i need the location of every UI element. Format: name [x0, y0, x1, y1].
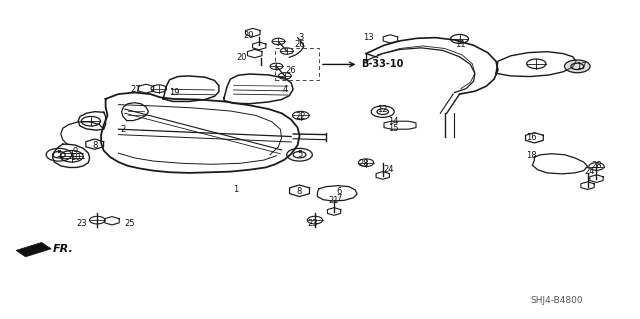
- Text: 3: 3: [298, 33, 303, 42]
- Text: 27: 27: [131, 85, 141, 94]
- Text: 14: 14: [388, 117, 399, 126]
- Text: 7: 7: [337, 194, 342, 203]
- Text: 28: 28: [358, 159, 369, 168]
- Text: 17: 17: [576, 62, 586, 71]
- Text: 23: 23: [307, 219, 317, 228]
- Text: 24: 24: [585, 167, 595, 176]
- Text: 10: 10: [70, 153, 81, 162]
- Text: 25: 25: [124, 219, 134, 228]
- Text: SHJ4-B4800: SHJ4-B4800: [531, 296, 583, 305]
- Text: FR.: FR.: [52, 244, 73, 255]
- Text: 5: 5: [297, 150, 302, 159]
- Text: 1: 1: [233, 185, 238, 194]
- Circle shape: [564, 60, 590, 73]
- Text: 18: 18: [526, 151, 536, 160]
- Text: 16: 16: [526, 133, 536, 142]
- Text: 23: 23: [77, 219, 87, 228]
- Text: B-33-10: B-33-10: [362, 59, 404, 70]
- Text: 6: 6: [337, 187, 342, 196]
- Text: 13: 13: [363, 33, 373, 42]
- Text: 28: 28: [591, 161, 602, 170]
- Text: 26: 26: [294, 40, 305, 49]
- Text: 8: 8: [92, 141, 97, 150]
- Text: 9: 9: [73, 147, 78, 156]
- Text: 22: 22: [296, 112, 306, 121]
- Text: 4: 4: [282, 85, 287, 94]
- Text: 19: 19: [169, 88, 179, 97]
- Text: 2: 2: [120, 125, 125, 134]
- Text: 21: 21: [329, 197, 339, 205]
- Text: 20: 20: [243, 31, 253, 40]
- Polygon shape: [16, 242, 51, 257]
- Text: 8: 8: [297, 187, 302, 196]
- Text: 26: 26: [286, 66, 296, 75]
- Text: 24: 24: [384, 165, 394, 174]
- Text: 5: 5: [56, 150, 61, 159]
- Text: 20: 20: [237, 53, 247, 62]
- Text: 11: 11: [456, 40, 466, 48]
- Text: 15: 15: [388, 124, 399, 133]
- Text: 12: 12: [378, 105, 388, 114]
